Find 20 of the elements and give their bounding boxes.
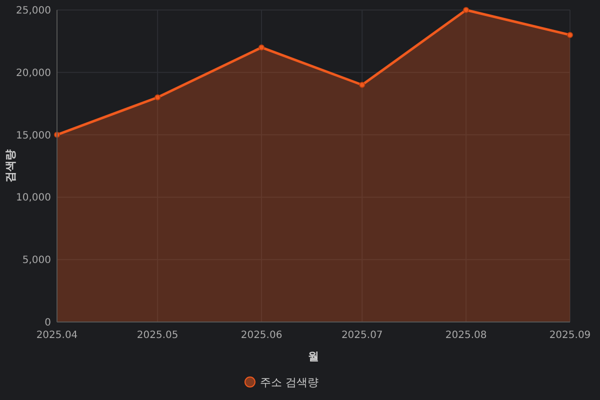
x-tick-label: 2025.09	[549, 330, 591, 341]
y-tick-label: 20,000	[16, 68, 51, 79]
legend-label: 주소 검색량	[260, 376, 318, 389]
y-tick-label: 0	[44, 318, 51, 328]
point	[258, 44, 265, 50]
x-tick-label: 2025.06	[240, 330, 282, 341]
point	[463, 7, 470, 13]
y-tick-label: 15,000	[16, 130, 51, 142]
x-tick-label: 2025.07	[341, 330, 383, 341]
point	[359, 82, 366, 88]
x-tick-label: 2025.08	[445, 330, 487, 341]
y-tick-label: 25,000	[16, 6, 51, 16]
x-tick-label: 2025.04	[36, 330, 78, 341]
point	[567, 32, 573, 38]
y-tick-label: 5,000	[22, 255, 51, 266]
point	[154, 94, 161, 100]
x-axis-title: 월	[308, 350, 319, 363]
y-tick-label: 10,000	[16, 192, 51, 204]
x-tick-label: 2025.05	[136, 330, 178, 341]
y-axis-title: 검색량	[4, 150, 17, 182]
